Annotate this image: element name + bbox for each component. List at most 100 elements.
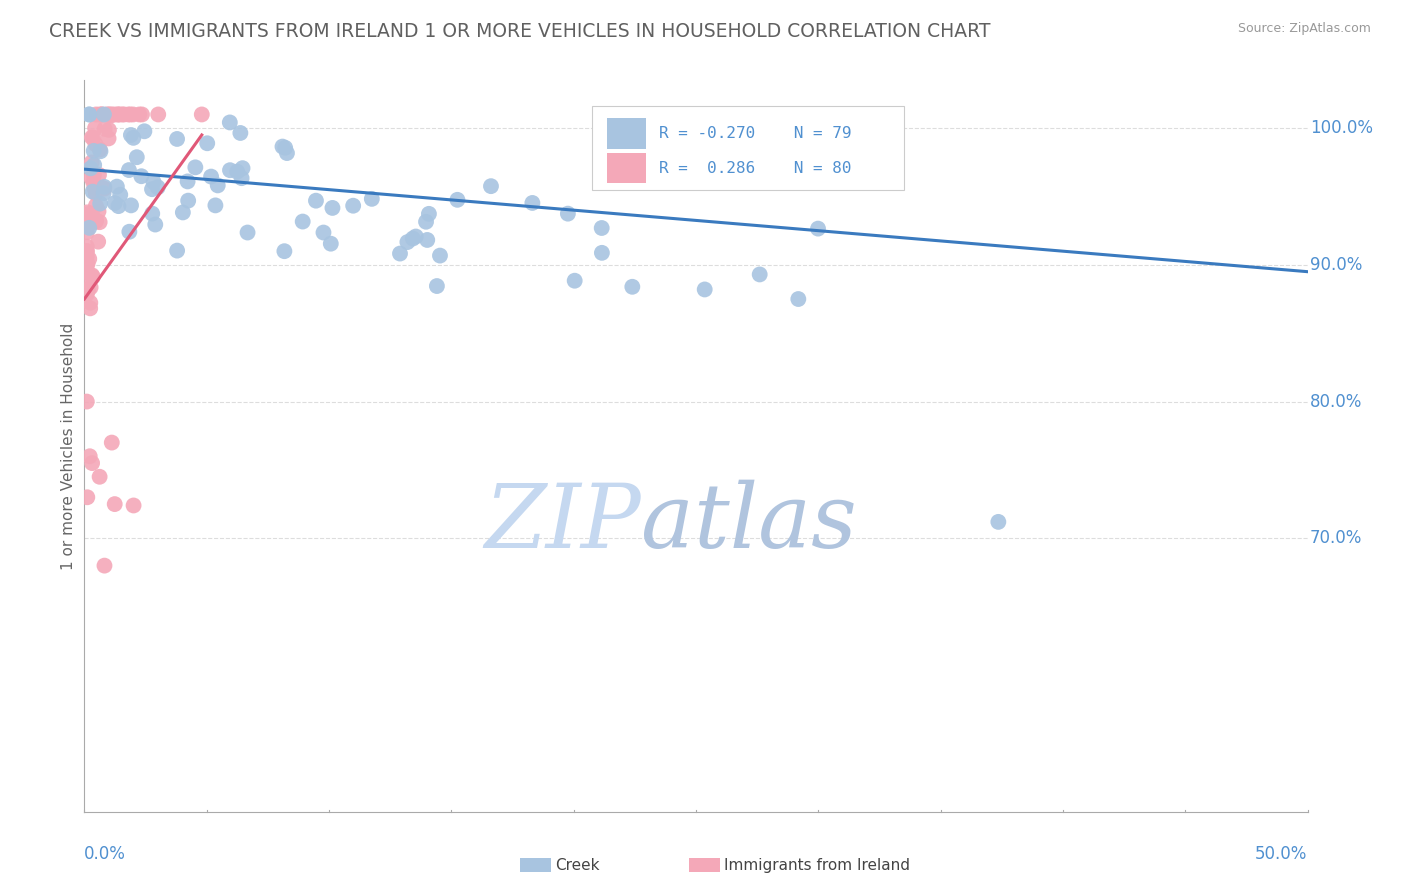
Point: [291, 214, 314, 228]
Point: [418, 207, 440, 221]
Point: [176, 174, 198, 188]
Point: [134, 124, 156, 138]
Point: [195, 136, 218, 151]
Point: [77, 220, 100, 235]
Point: [415, 215, 437, 229]
Point: [591, 245, 613, 260]
Point: [184, 161, 207, 175]
Point: [76, 239, 98, 253]
Point: [388, 246, 411, 260]
Point: [122, 107, 145, 121]
Point: [79, 208, 101, 222]
Point: [80, 216, 103, 230]
Point: [80, 208, 103, 222]
Point: [118, 225, 141, 239]
Point: [125, 150, 148, 164]
Point: [89, 215, 111, 229]
Point: [76, 208, 98, 222]
Point: [107, 199, 129, 213]
Point: [80, 214, 103, 228]
Point: [200, 169, 222, 184]
Point: [522, 196, 544, 211]
Point: [226, 164, 249, 178]
Point: [84, 213, 107, 227]
Point: [84, 213, 107, 227]
Point: [80, 130, 103, 145]
Point: [100, 108, 122, 122]
Text: Immigrants from Ireland: Immigrants from Ireland: [724, 858, 910, 872]
Point: [82, 130, 104, 145]
Point: [148, 107, 170, 121]
Point: [787, 292, 810, 306]
Point: [76, 258, 98, 272]
Point: [79, 161, 101, 176]
Point: [118, 163, 141, 178]
Point: [271, 139, 294, 153]
Point: [77, 107, 100, 121]
Point: [621, 280, 644, 294]
Text: ZIP: ZIP: [484, 479, 641, 566]
Point: [128, 107, 150, 121]
Point: [84, 214, 107, 228]
Point: [79, 295, 101, 310]
Point: [120, 128, 142, 142]
Point: [104, 196, 127, 211]
Bar: [606, 153, 645, 184]
Point: [591, 221, 613, 235]
Point: [76, 490, 98, 504]
Point: [79, 449, 101, 463]
Point: [96, 107, 118, 121]
Point: [83, 168, 105, 182]
Point: [111, 107, 134, 121]
Point: [77, 252, 100, 266]
Point: [76, 257, 98, 271]
Point: [80, 456, 103, 470]
Text: 0.0%: 0.0%: [84, 845, 127, 863]
Point: [82, 269, 104, 284]
FancyBboxPatch shape: [592, 106, 904, 190]
Text: R =  0.286    N = 80: R = 0.286 N = 80: [659, 161, 852, 176]
Point: [76, 244, 98, 259]
Text: CREEK VS IMMIGRANTS FROM IRELAND 1 OR MORE VEHICLES IN HOUSEHOLD CORRELATION CHA: CREEK VS IMMIGRANTS FROM IRELAND 1 OR MO…: [49, 22, 991, 41]
Text: Creek: Creek: [555, 858, 600, 872]
Text: 50.0%: 50.0%: [1256, 845, 1308, 863]
Point: [89, 145, 111, 159]
Point: [166, 244, 188, 258]
Point: [93, 107, 115, 121]
Point: [479, 179, 502, 194]
Text: Source: ZipAtlas.com: Source: ZipAtlas.com: [1237, 22, 1371, 36]
Point: [321, 201, 343, 215]
Point: [101, 435, 124, 450]
Point: [143, 218, 166, 232]
Point: [83, 144, 105, 158]
Point: [402, 231, 425, 245]
Text: 90.0%: 90.0%: [1310, 256, 1362, 274]
Point: [396, 235, 419, 249]
Point: [82, 185, 104, 199]
Point: [693, 283, 716, 297]
Point: [83, 158, 105, 172]
Point: [89, 143, 111, 157]
Point: [80, 170, 103, 185]
Point: [105, 179, 128, 194]
Point: [231, 171, 253, 186]
Point: [429, 249, 451, 263]
Point: [107, 107, 129, 121]
Point: [90, 107, 112, 121]
Point: [76, 394, 98, 409]
Point: [90, 107, 112, 121]
Point: [120, 107, 142, 121]
Point: [84, 107, 107, 121]
Point: [76, 249, 98, 263]
Point: [142, 175, 165, 189]
Point: [557, 207, 579, 221]
Point: [87, 168, 110, 182]
Point: [93, 186, 115, 200]
Point: [83, 181, 105, 195]
Point: [273, 244, 295, 259]
Text: R = -0.270    N = 79: R = -0.270 N = 79: [659, 126, 852, 141]
Point: [89, 196, 111, 211]
Point: [276, 146, 298, 161]
Point: [987, 515, 1010, 529]
Point: [274, 141, 297, 155]
